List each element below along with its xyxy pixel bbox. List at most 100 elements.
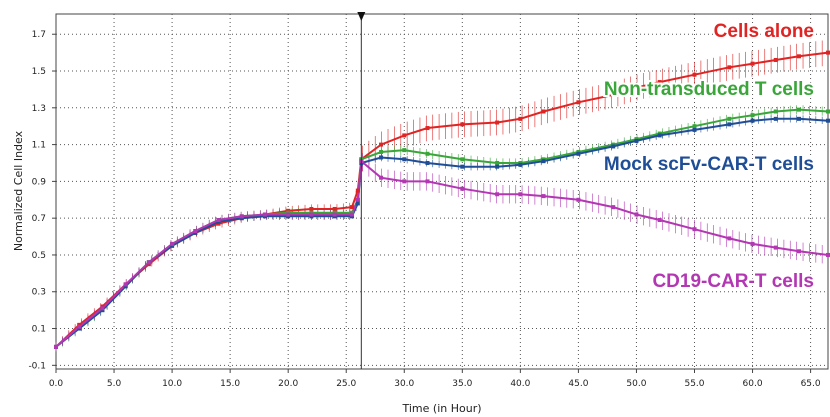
data-point: [576, 197, 581, 202]
data-point: [402, 157, 407, 162]
data-point: [541, 109, 546, 114]
x-tick-label: 20.0: [278, 379, 298, 389]
data-point: [379, 175, 384, 180]
data-point: [611, 144, 616, 149]
y-tick-label: 1.5: [32, 67, 46, 77]
data-point: [518, 116, 523, 121]
data-point: [402, 133, 407, 138]
series-annotation: CD19-CAR-T cells: [652, 271, 814, 292]
series-points: [54, 50, 830, 349]
data-point: [425, 160, 430, 165]
data-point: [77, 324, 82, 329]
data-point: [518, 192, 523, 197]
data-point: [826, 252, 830, 257]
x-tick-label: 55.0: [684, 379, 704, 389]
data-point: [495, 120, 500, 125]
data-point: [796, 107, 801, 112]
data-point: [350, 212, 355, 217]
data-point: [796, 116, 801, 121]
series-annotation: Non-transduced T cells: [604, 79, 814, 100]
y-axis-label: Normalized Cell Index: [12, 130, 25, 251]
marker-arrow-icon: [357, 12, 366, 21]
data-point: [309, 206, 314, 211]
data-point: [402, 148, 407, 153]
data-point: [541, 159, 546, 164]
data-point: [460, 122, 465, 127]
data-point: [541, 194, 546, 199]
y-tick-label: 1.7: [32, 30, 46, 40]
x-tick-label: 40.0: [510, 379, 530, 389]
data-point: [54, 344, 58, 349]
data-point: [773, 57, 778, 62]
data-point: [379, 142, 384, 147]
data-point: [727, 116, 732, 121]
x-axis-label: Time (in Hour): [401, 402, 481, 415]
data-point: [796, 249, 801, 254]
plot-frame: [55, 13, 829, 370]
data-point: [634, 212, 639, 217]
y-tick-label: 1.1: [32, 141, 46, 151]
data-point: [692, 127, 697, 132]
data-point: [727, 122, 732, 127]
data-point: [309, 212, 314, 217]
data-point: [495, 164, 500, 169]
x-tick-label: 0.0: [49, 379, 64, 389]
series-annotation: Cells alone: [714, 21, 814, 42]
y-tick-label: 0.3: [32, 288, 46, 298]
y-tick-labels: -0.1 0.1 0.3 0.5 0.7 0.9 1.1 1.3 1.5 1.7: [28, 30, 56, 371]
x-tick-label: 35.0: [452, 379, 472, 389]
data-point: [826, 118, 830, 123]
data-point: [611, 205, 616, 210]
data-point: [332, 212, 337, 217]
data-point: [750, 241, 755, 246]
data-point: [239, 214, 244, 219]
data-point: [425, 179, 430, 184]
data-point: [332, 206, 337, 211]
y-tick-label: 1.3: [32, 104, 46, 114]
y-tick-label: 0.9: [32, 177, 47, 187]
data-point: [692, 227, 697, 232]
x-tick-label: 45.0: [568, 379, 588, 389]
data-point: [402, 179, 407, 184]
data-point: [123, 282, 128, 287]
series-annotation: Mock scFv-CAR-T cells: [604, 154, 814, 175]
x-tick-label: 65.0: [801, 379, 821, 389]
data-point: [750, 118, 755, 123]
data-point: [773, 116, 778, 121]
x-tick-label: 5.0: [107, 379, 122, 389]
data-point: [826, 109, 830, 114]
data-point: [657, 133, 662, 138]
data-point: [518, 162, 523, 167]
data-point: [692, 124, 697, 129]
x-tick-labels: 0.0 5.0 10.0 15.0 20.0 25.0 30.0 35.0 40.0 45.0 50…: [49, 369, 821, 389]
x-tick-label: 50.0: [626, 379, 646, 389]
series-annotations: Cells alone Non-transduced T cells Mock sc…: [602, 19, 816, 294]
y-tick-label: 0.1: [32, 325, 46, 335]
data-point: [216, 218, 221, 223]
data-point: [460, 186, 465, 191]
x-tick-label: 25.0: [336, 379, 356, 389]
data-point: [657, 218, 662, 223]
data-point: [355, 188, 360, 193]
data-point: [495, 192, 500, 197]
data-point: [727, 65, 732, 70]
data-point: [460, 164, 465, 169]
data-point: [611, 92, 616, 97]
x-tick-label: 10.0: [162, 379, 182, 389]
x-tick-label: 60.0: [743, 379, 763, 389]
data-point: [495, 160, 500, 165]
data-point: [355, 201, 360, 206]
data-point: [826, 50, 830, 55]
y-tick-label: -0.1: [28, 361, 46, 371]
y-tick-label: 0.7: [32, 214, 46, 224]
data-point: [634, 85, 639, 90]
data-point: [796, 54, 801, 59]
data-point: [262, 212, 267, 217]
data-point: [100, 306, 105, 311]
x-tick-label: 15.0: [220, 379, 240, 389]
data-point: [657, 80, 662, 85]
data-point: [425, 151, 430, 156]
data-point: [146, 260, 151, 265]
y-tick-label: 0.5: [32, 251, 46, 261]
